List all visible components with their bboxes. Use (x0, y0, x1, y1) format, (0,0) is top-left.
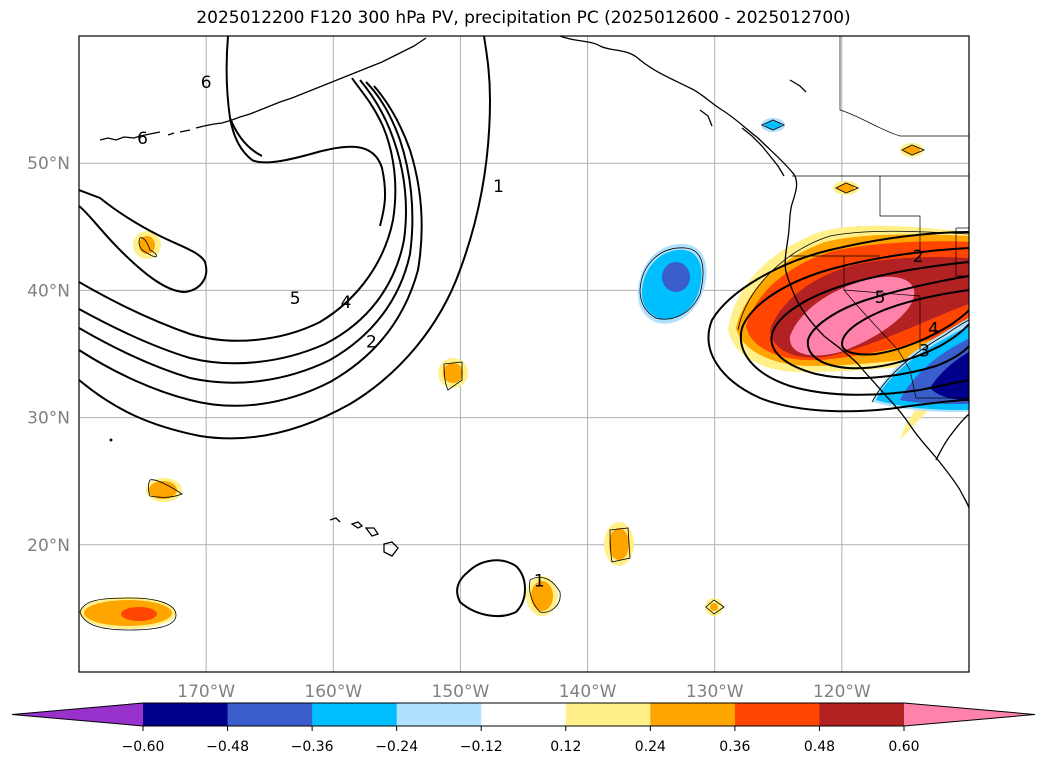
pv-contour-label: 6 (201, 73, 212, 93)
pv-contour-label: 5 (875, 288, 886, 308)
pv-contour-label: 4 (928, 320, 939, 340)
colorbar-extend-low (12, 703, 143, 726)
longitude-label: 130°W (686, 682, 744, 702)
pv-contour-label: 6 (137, 129, 148, 149)
colorbar-segment (565, 703, 651, 726)
colorbar-extend-high (904, 703, 1035, 726)
precip-anomaly-blobs (80, 118, 924, 629)
longitude-labels: 170°W 160°W 150°W 140°W 130°W 120°W (177, 682, 871, 702)
map-title: 2025012200 F120 300 hPa PV, precipitatio… (196, 8, 851, 28)
longitude-label: 120°W (813, 682, 871, 702)
political-borders (790, 36, 969, 399)
pv-contour-label: 2 (913, 247, 924, 267)
colorbar-segment (396, 703, 482, 726)
latitude-label: 50°N (27, 154, 70, 174)
colorbar-segment (819, 703, 905, 726)
colorbar-tick-label: 0.24 (635, 739, 666, 755)
colorbar-tick-label: 0.12 (550, 739, 581, 755)
latitude-label: 30°N (27, 409, 70, 429)
precip-anomaly-southwest (872, 318, 969, 412)
colorbar-tick-label: 0.60 (888, 739, 919, 755)
pv-contour-label: 3 (919, 341, 930, 361)
colorbar-tick-label: −0.12 (460, 739, 503, 755)
latitude-label: 40°N (27, 281, 70, 301)
precip-outlines (79, 119, 969, 631)
colorbar-tick-label: −0.24 (375, 739, 418, 755)
pv-contour-label: 4 (341, 293, 352, 313)
pv-contour-label: 2 (366, 332, 377, 352)
map-border (78, 35, 970, 673)
pv-contours-west-coast (707, 231, 969, 413)
colorbar-segment (650, 703, 736, 726)
longitude-label: 150°W (432, 682, 490, 702)
colorbar: −0.60 −0.48 −0.36 −0.24 −0.12 0.12 0.24 0.36 0.4… (11, 702, 1036, 755)
pv-contour-label: 1 (534, 572, 545, 592)
longitude-label: 140°W (559, 682, 617, 702)
colorbar-tick-label: −0.36 (291, 739, 334, 755)
colorbar-tick-label: 0.48 (804, 739, 835, 755)
colorbar-tick-label: −0.48 (206, 739, 249, 755)
coastlines (99, 36, 969, 557)
longitude-label: 170°W (177, 682, 235, 702)
colorbar-tick-label: 0.36 (719, 739, 750, 755)
latitude-label: 20°N (27, 536, 70, 556)
colorbar-segment (227, 703, 313, 726)
colorbar-segment (312, 703, 398, 726)
colorbar-segment (143, 703, 229, 726)
latitude-labels: 20°N 30°N 40°N 50°N (27, 154, 70, 556)
pv-contours (79, 36, 526, 618)
precip-anomaly-offshore-negative (637, 243, 707, 324)
pv-contour-label: 1 (493, 177, 504, 197)
longitude-label: 160°W (304, 682, 362, 702)
pv-contour-label: 5 (290, 289, 301, 309)
colorbar-segment (734, 703, 820, 726)
colorbar-tick-label: −0.60 (122, 739, 165, 755)
colorbar-segment (481, 703, 567, 726)
